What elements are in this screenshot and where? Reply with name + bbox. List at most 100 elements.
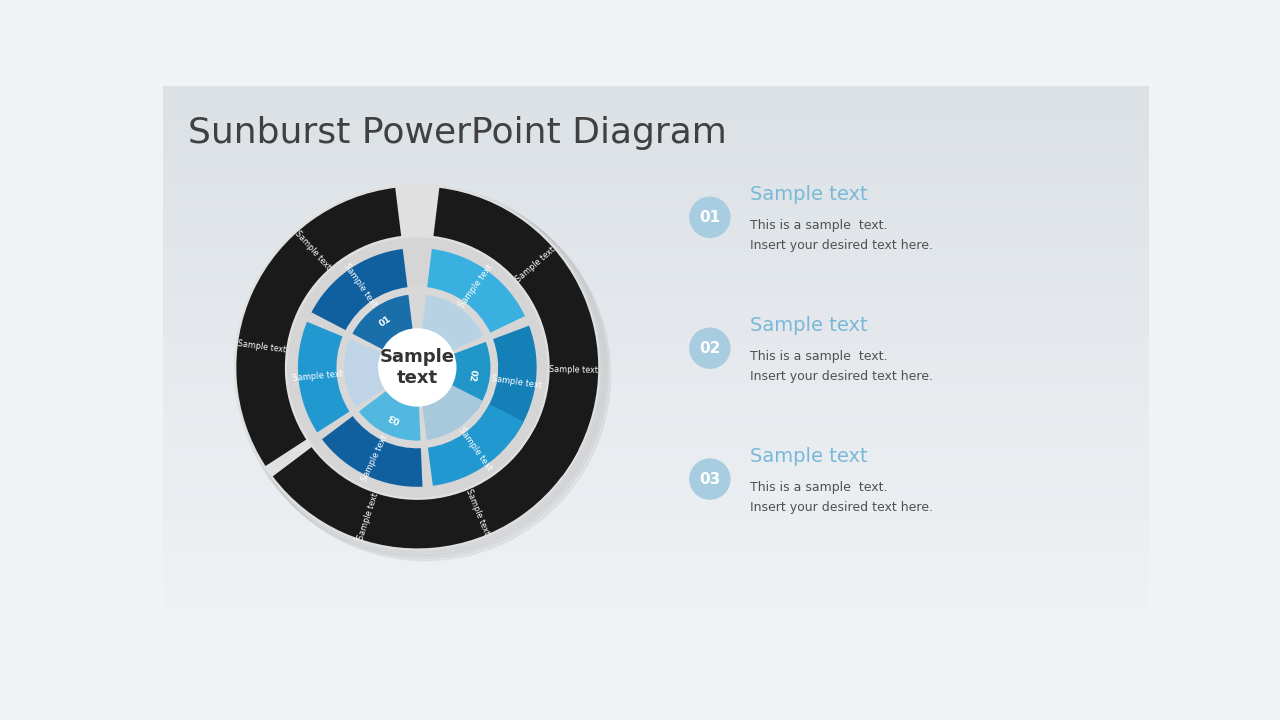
Bar	[164, 234, 1149, 243]
Text: This is a sample  text.
Insert your desired text here.: This is a sample text. Insert your desir…	[750, 350, 933, 383]
Text: Sample text: Sample text	[293, 230, 333, 272]
Bar	[164, 105, 1149, 114]
Bar	[164, 511, 1149, 521]
Text: This is a sample  text.
Insert your desired text here.: This is a sample text. Insert your desir…	[750, 481, 933, 513]
Circle shape	[378, 328, 457, 407]
Text: Sample text: Sample text	[237, 339, 287, 354]
Circle shape	[234, 185, 605, 556]
Bar	[164, 318, 1149, 327]
Text: Sample text: Sample text	[490, 374, 543, 390]
Bar	[164, 96, 1149, 105]
Bar	[164, 308, 1149, 318]
Bar	[164, 262, 1149, 271]
Circle shape	[239, 189, 611, 561]
Bar	[164, 280, 1149, 289]
Bar	[164, 197, 1149, 207]
Bar	[164, 169, 1149, 179]
Bar	[164, 345, 1149, 354]
Text: Sample
text: Sample text	[380, 348, 454, 387]
Circle shape	[690, 459, 730, 499]
Bar	[164, 243, 1149, 253]
Bar	[164, 474, 1149, 484]
Wedge shape	[358, 391, 421, 441]
Bar	[164, 613, 1149, 622]
Bar	[164, 595, 1149, 604]
Text: 03: 03	[699, 472, 721, 487]
Bar	[164, 271, 1149, 280]
Bar	[164, 188, 1149, 197]
Bar	[164, 336, 1149, 345]
Bar	[164, 576, 1149, 585]
Bar	[164, 428, 1149, 438]
Text: Sunburst PowerPoint Diagram: Sunburst PowerPoint Diagram	[188, 116, 727, 150]
Circle shape	[234, 185, 600, 550]
Text: Sample text: Sample text	[750, 185, 868, 204]
Wedge shape	[428, 404, 524, 486]
Text: Sample text: Sample text	[292, 370, 343, 384]
Bar	[164, 151, 1149, 161]
Circle shape	[690, 328, 730, 368]
Bar	[164, 216, 1149, 225]
Wedge shape	[422, 295, 484, 351]
Circle shape	[337, 287, 498, 449]
Bar	[164, 604, 1149, 613]
Bar	[164, 410, 1149, 419]
Bar	[164, 521, 1149, 530]
Text: Sample text: Sample text	[342, 262, 379, 309]
Bar	[164, 465, 1149, 474]
Wedge shape	[422, 385, 483, 440]
Wedge shape	[448, 342, 490, 411]
Bar	[164, 456, 1149, 465]
Bar	[164, 419, 1149, 428]
Bar	[164, 327, 1149, 336]
Bar	[164, 382, 1149, 391]
Wedge shape	[434, 188, 598, 477]
Bar	[164, 114, 1149, 123]
Bar	[164, 549, 1149, 557]
Text: 03: 03	[387, 411, 401, 425]
Bar	[164, 622, 1149, 631]
Text: 01: 01	[378, 315, 393, 329]
Bar	[164, 446, 1149, 456]
Bar	[164, 373, 1149, 382]
Wedge shape	[344, 339, 385, 408]
Text: Sample text: Sample text	[463, 488, 490, 536]
Text: 01: 01	[699, 210, 721, 225]
Bar	[164, 364, 1149, 373]
Text: Sample text: Sample text	[457, 263, 494, 310]
Bar	[164, 123, 1149, 132]
Text: Sample text: Sample text	[360, 433, 389, 483]
Bar	[164, 86, 1149, 96]
Circle shape	[690, 197, 730, 238]
Wedge shape	[311, 249, 407, 330]
Bar	[164, 631, 1149, 641]
Text: Sample text: Sample text	[549, 365, 599, 375]
Bar	[164, 179, 1149, 188]
Bar	[164, 142, 1149, 151]
Text: Sample text: Sample text	[750, 446, 868, 466]
Wedge shape	[273, 428, 579, 549]
Bar	[164, 207, 1149, 216]
Bar	[164, 484, 1149, 493]
Text: 02: 02	[699, 341, 721, 356]
Bar	[164, 225, 1149, 234]
Bar	[164, 354, 1149, 364]
Bar	[164, 132, 1149, 142]
Bar	[164, 299, 1149, 308]
Text: Sample text: Sample text	[457, 426, 493, 472]
Bar	[164, 503, 1149, 511]
Wedge shape	[298, 322, 349, 433]
Wedge shape	[323, 416, 422, 487]
Text: Sample text: Sample text	[356, 492, 380, 541]
Bar	[164, 400, 1149, 410]
Bar	[164, 567, 1149, 576]
Bar	[164, 289, 1149, 299]
Bar	[164, 391, 1149, 400]
Text: Sample text: Sample text	[515, 246, 557, 284]
Wedge shape	[481, 325, 536, 439]
Bar	[164, 493, 1149, 503]
Text: 02: 02	[467, 369, 477, 382]
Bar	[164, 539, 1149, 549]
Bar	[164, 530, 1149, 539]
Bar	[164, 253, 1149, 262]
